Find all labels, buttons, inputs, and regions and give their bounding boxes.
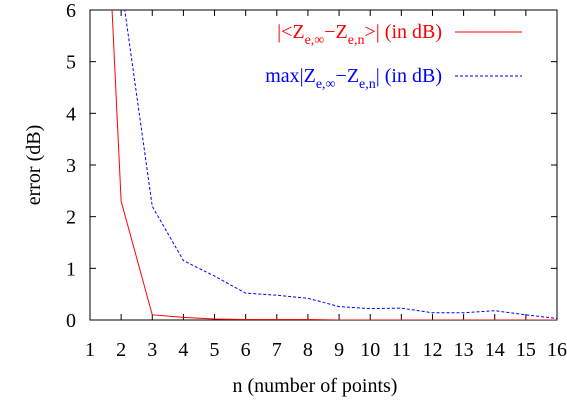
y-tick-label: 3 bbox=[66, 155, 76, 177]
x-axis-title: n (number of points) bbox=[233, 375, 398, 397]
y-tick-label: 0 bbox=[66, 310, 76, 332]
legend-label-2: max|Ze,∞−Ze,n| (in dB) bbox=[265, 65, 442, 92]
x-tick-label: 1 bbox=[85, 339, 95, 361]
x-tick-label: 4 bbox=[178, 339, 188, 361]
x-tick-label: 6 bbox=[241, 339, 251, 361]
y-tick-label: 2 bbox=[66, 207, 76, 229]
legend: |<Ze,∞−Ze,n>| (in dB)max|Ze,∞−Ze,n| (in … bbox=[265, 21, 522, 92]
y-axis-title: error (dB) bbox=[23, 125, 45, 206]
legend-text-part: −Z bbox=[336, 65, 360, 87]
x-tick-label: 11 bbox=[392, 339, 411, 361]
x-tick-label: 9 bbox=[334, 339, 344, 361]
plot-frame bbox=[89, 9, 558, 321]
x-tick-label: 16 bbox=[547, 339, 567, 361]
legend-text-part: e,n bbox=[348, 33, 365, 48]
legend-text-part: | (in dB) bbox=[376, 65, 442, 87]
legend-text-part: max|Z bbox=[265, 65, 316, 87]
legend-text-part: −Z bbox=[324, 21, 348, 43]
x-tick-label: 13 bbox=[454, 339, 474, 361]
legend-text-part: e,∞ bbox=[305, 33, 325, 48]
x-tick-label: 10 bbox=[360, 339, 380, 361]
x-tick-label: 8 bbox=[303, 339, 313, 361]
legend-text-part: |<Z bbox=[277, 21, 305, 43]
x-tick-label: 5 bbox=[210, 339, 220, 361]
y-tick-label: 5 bbox=[66, 52, 76, 74]
axis-ticks bbox=[89, 9, 558, 321]
x-tick-label: 15 bbox=[516, 339, 536, 361]
legend-text-part: >| (in dB) bbox=[365, 21, 443, 43]
y-tick-label: 1 bbox=[66, 258, 76, 280]
x-tick-label: 7 bbox=[272, 339, 282, 361]
series-line-2 bbox=[124, 10, 557, 319]
y-tick-label: 4 bbox=[66, 103, 76, 125]
series-line-1 bbox=[111, 10, 557, 320]
y-tick-label: 6 bbox=[66, 0, 76, 22]
legend-text-part: e,n bbox=[359, 77, 376, 92]
x-tick-label: 3 bbox=[147, 339, 157, 361]
x-tick-label: 14 bbox=[485, 339, 505, 361]
legend-text-part: e,∞ bbox=[316, 77, 336, 92]
x-tick-label: 12 bbox=[422, 339, 442, 361]
series-layer bbox=[111, 10, 557, 320]
legend-label-1: |<Ze,∞−Ze,n>| (in dB) bbox=[277, 21, 442, 48]
x-tick-label: 2 bbox=[116, 339, 126, 361]
